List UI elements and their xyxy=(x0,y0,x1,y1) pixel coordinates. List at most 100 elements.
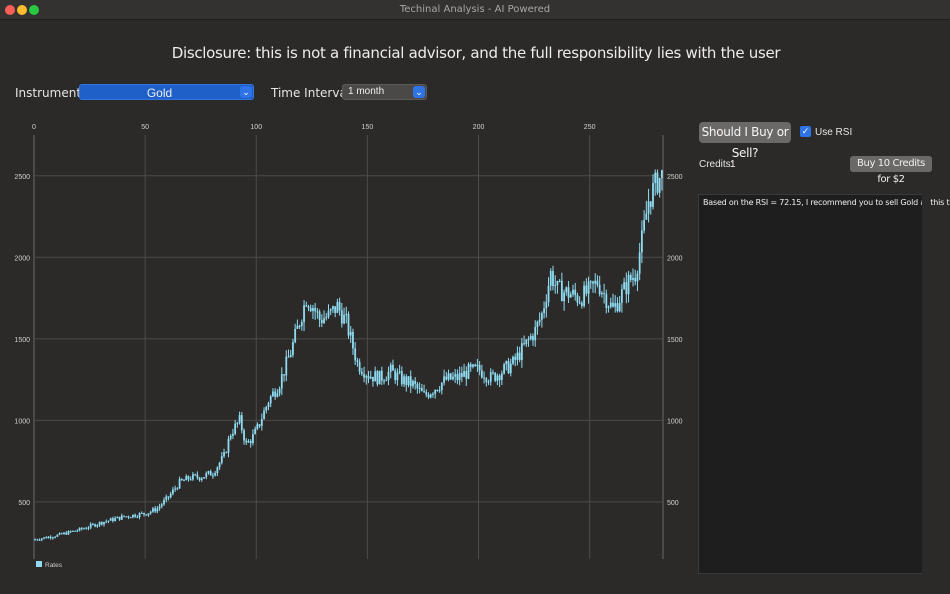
instrument-select[interactable]: Gold ⌄ xyxy=(79,84,254,100)
interval-select[interactable]: 1 month ⌄ xyxy=(342,84,427,100)
candle-body xyxy=(78,527,81,531)
maximize-window-icon[interactable] xyxy=(29,5,39,15)
candle-body xyxy=(87,527,90,529)
candle-body xyxy=(325,316,328,319)
use-rsi-checkbox[interactable]: ✓ xyxy=(800,126,811,137)
candle-body xyxy=(256,424,259,429)
candle-body xyxy=(456,374,459,381)
candle-body xyxy=(432,393,434,395)
candle-body xyxy=(440,382,443,391)
candle-body xyxy=(418,387,421,389)
candle-body xyxy=(234,423,237,434)
y-tick-label-right: 1000 xyxy=(667,418,683,425)
candle-body xyxy=(240,415,243,431)
candle-body xyxy=(180,478,183,481)
candle-body xyxy=(647,201,650,214)
candle-body xyxy=(89,524,92,528)
candle-body xyxy=(489,372,492,382)
candle-body xyxy=(460,373,463,377)
candle-body xyxy=(494,372,497,381)
candle-body xyxy=(503,364,505,374)
candle-body xyxy=(314,307,317,312)
candle-body xyxy=(200,478,203,480)
candle-body xyxy=(367,376,370,379)
candle-body xyxy=(594,280,597,284)
candle-body xyxy=(149,511,152,514)
candle-body xyxy=(129,517,132,519)
y-tick-label-left: 2000 xyxy=(14,255,30,262)
candle-body xyxy=(249,441,252,444)
candle-body xyxy=(238,415,241,423)
candle-body xyxy=(478,365,481,371)
candle-body xyxy=(260,419,263,426)
candle-body xyxy=(358,361,361,372)
result-scrollbar[interactable] xyxy=(922,194,930,574)
candle-body xyxy=(454,374,457,377)
y-tick-label-left: 500 xyxy=(18,500,30,507)
candle-body xyxy=(47,536,50,539)
candle-body xyxy=(567,287,570,298)
candle-body xyxy=(320,319,323,323)
disclosure-text: Disclosure: this is not a financial advi… xyxy=(171,44,781,62)
candle-body xyxy=(74,530,77,532)
candle-body xyxy=(656,172,659,193)
candle-body xyxy=(596,280,599,285)
minimize-window-icon[interactable] xyxy=(17,5,27,15)
candle-body xyxy=(114,518,117,522)
candle-body xyxy=(152,508,154,512)
buy-credits-button[interactable]: Buy 10 Credits for $2 xyxy=(850,156,932,185)
candle-body xyxy=(385,380,388,382)
candle-body xyxy=(332,306,334,310)
candle-body xyxy=(387,371,390,381)
candle-body xyxy=(178,478,181,489)
candle-body xyxy=(465,371,468,379)
close-window-icon[interactable] xyxy=(5,5,15,15)
candle-body xyxy=(345,314,348,316)
candle-body xyxy=(558,280,561,282)
candle-body xyxy=(34,539,37,541)
candle-body xyxy=(172,489,174,494)
candle-body xyxy=(94,524,97,527)
candle-body xyxy=(554,285,557,287)
candle-body xyxy=(625,282,628,295)
candle-body xyxy=(552,270,554,287)
candle-body xyxy=(587,281,590,294)
candle-body xyxy=(154,508,157,512)
instrument-label: Instrument: xyxy=(15,86,86,100)
candle-body xyxy=(534,327,537,341)
candle-body xyxy=(527,339,530,341)
candle-body xyxy=(292,342,294,355)
candle-body xyxy=(423,391,425,393)
candle-body xyxy=(414,380,417,384)
use-rsi-label: Use RSI xyxy=(815,127,853,138)
candle-body xyxy=(340,310,343,324)
candle-body xyxy=(569,294,572,298)
result-textarea[interactable]: Based on the RSI = 72.15, I recommend yo… xyxy=(698,194,950,574)
price-chart-svg: 0 50 100 150 200 250 500 500 1000 1000 1500 1500 200… xyxy=(14,124,683,569)
candle-body xyxy=(603,293,606,295)
candle-body xyxy=(434,389,437,394)
candle-body xyxy=(212,475,214,477)
candle-body xyxy=(492,372,494,374)
candle-body xyxy=(105,521,108,523)
candle-body xyxy=(298,325,301,327)
candle-body xyxy=(165,496,168,500)
candle-body xyxy=(145,514,148,516)
candle-body xyxy=(518,352,521,360)
title-bar: Techinal Analysis - AI Powered xyxy=(0,0,950,20)
candle-body xyxy=(480,370,483,378)
candle-body xyxy=(312,307,314,312)
candle-body xyxy=(509,363,512,374)
candle-body xyxy=(76,530,79,532)
candle-body xyxy=(525,339,528,345)
candle-body xyxy=(585,285,588,294)
buy-or-sell-button[interactable]: Should I Buy or Sell? xyxy=(699,122,791,160)
candle-body xyxy=(467,364,470,379)
candle-body xyxy=(220,456,223,463)
candle-body xyxy=(158,506,161,509)
candle-body xyxy=(365,376,368,378)
candle-body xyxy=(616,303,619,312)
candle-body xyxy=(400,371,403,385)
candle-body xyxy=(507,361,510,374)
candle-body xyxy=(267,403,270,407)
